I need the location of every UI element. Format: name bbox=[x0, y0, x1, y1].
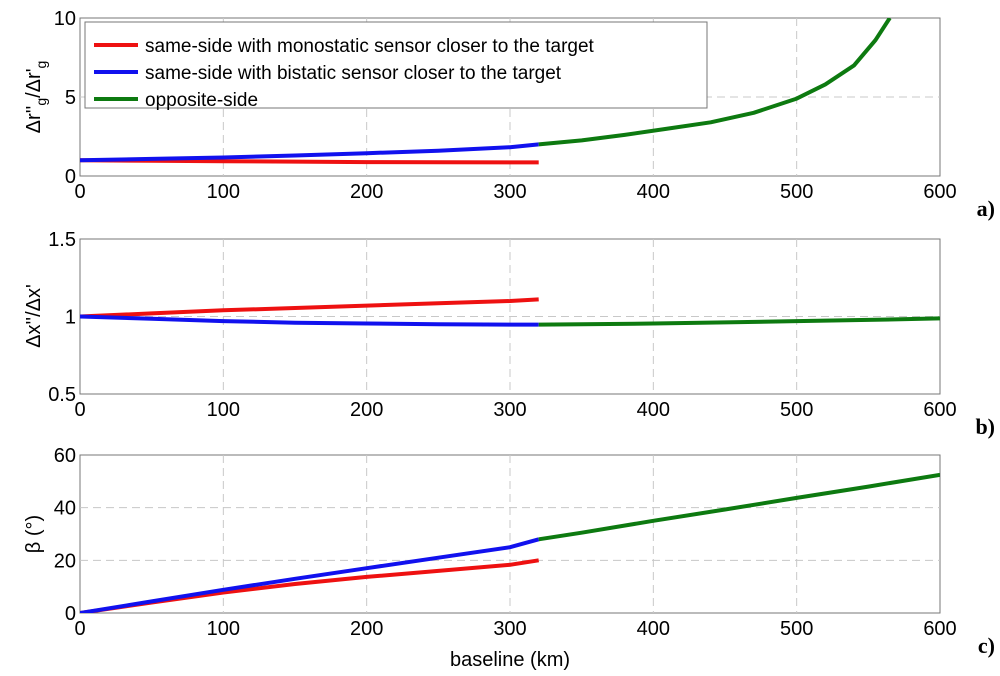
y-axis-label: β (°) bbox=[23, 515, 45, 553]
series-line-2 bbox=[80, 142, 539, 163]
y-tick-label: 0 bbox=[65, 603, 76, 625]
series-line-2 bbox=[80, 537, 540, 613]
x-tick-label: 300 bbox=[493, 181, 526, 203]
series-line-2 bbox=[80, 314, 539, 327]
x-tick-label: 300 bbox=[493, 618, 526, 640]
y-tick-label: 1.5 bbox=[48, 229, 76, 251]
legend-label: opposite-side bbox=[145, 90, 258, 111]
y-axis-label-part: Δr'' bbox=[23, 106, 45, 134]
x-tick-label: 600 bbox=[923, 399, 956, 421]
x-tick-label: 500 bbox=[780, 399, 813, 421]
y-tick-label: 0 bbox=[65, 166, 76, 188]
x-tick-label: 500 bbox=[780, 181, 813, 203]
y-tick-label: 5 bbox=[65, 87, 76, 109]
y-tick-label: 20 bbox=[54, 550, 76, 572]
series-line-3 bbox=[538, 316, 940, 327]
x-tick-label: 300 bbox=[493, 399, 526, 421]
y-axis-label-subscript: g bbox=[33, 98, 49, 106]
x-tick-label: 200 bbox=[350, 618, 383, 640]
legend-label: same-side with monostatic sensor closer … bbox=[145, 36, 595, 57]
legend-label: same-side with bistatic sensor closer to… bbox=[145, 63, 562, 84]
panel-a: 0 100 200 300 400 500 6000510Δr''g/Δr'ga)same-… bbox=[23, 8, 995, 221]
y-tick-label: 10 bbox=[54, 8, 76, 30]
series-line-1 bbox=[80, 158, 539, 165]
x-tick-label: 100 bbox=[207, 181, 240, 203]
y-tick-label: 0.5 bbox=[48, 384, 76, 406]
series-line-1 bbox=[80, 297, 539, 319]
y-tick-label: 1 bbox=[65, 307, 76, 329]
x-tick-label: 600 bbox=[923, 618, 956, 640]
y-tick-label: 40 bbox=[54, 498, 76, 520]
x-tick-label: 0 bbox=[74, 399, 85, 421]
x-axis-label: baseline (km) bbox=[450, 649, 570, 671]
x-tick-label: 500 bbox=[780, 618, 813, 640]
y-axis-label: Δr''g/Δr'g bbox=[23, 61, 49, 134]
x-tick-label: 200 bbox=[350, 181, 383, 203]
y-axis-label-part: /Δr' bbox=[23, 68, 45, 97]
x-tick-label: 100 bbox=[207, 399, 240, 421]
legend: same-side with monostatic sensor closer … bbox=[84, 21, 708, 111]
x-tick-label: 400 bbox=[637, 618, 670, 640]
panel-label: a) bbox=[977, 196, 995, 221]
panel-b: 0 100 200 300 400 500 600 0.5 1 1.5 Δx''/Δx' b) bbox=[23, 229, 995, 439]
panel-c: 0 100 200 300 400 500 600 0 20 40 60 β (°) baseline … bbox=[23, 445, 995, 671]
series-line-3 bbox=[538, 18, 892, 147]
x-tick-label: 0 bbox=[74, 618, 85, 640]
x-tick-label: 400 bbox=[637, 181, 670, 203]
x-tick-label: 0 bbox=[74, 181, 85, 203]
x-tick-label: 400 bbox=[637, 399, 670, 421]
y-axis-label-subscript: g bbox=[33, 61, 49, 69]
x-tick-label: 200 bbox=[350, 399, 383, 421]
series-line-3 bbox=[538, 472, 940, 542]
x-tick-label: 100 bbox=[207, 618, 240, 640]
legend-box bbox=[84, 21, 708, 109]
panel-label: c) bbox=[978, 633, 995, 658]
panel-label: b) bbox=[975, 414, 995, 439]
y-axis-label: Δx''/Δx' bbox=[23, 284, 45, 348]
x-tick-label: 600 bbox=[923, 181, 956, 203]
y-tick-label: 60 bbox=[54, 445, 76, 467]
